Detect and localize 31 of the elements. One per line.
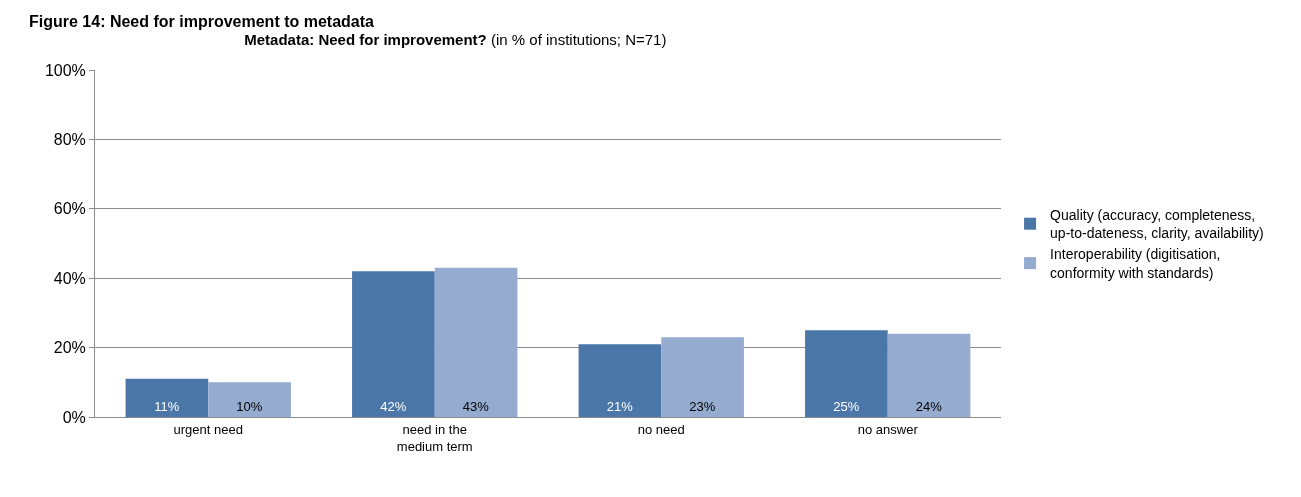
bar (805, 330, 888, 417)
y-tick-label: 100% (44, 61, 86, 79)
x-tick-label: no answer (857, 421, 919, 437)
bar (578, 344, 662, 417)
chart-subtitle: (in % of institutions; N=71) (490, 31, 667, 49)
bar (887, 333, 971, 417)
bar (434, 267, 518, 417)
y-tick-label: 20% (53, 339, 86, 357)
chart-title: Metadata: Need for improvement? (244, 31, 487, 49)
data-label: 10% (236, 399, 263, 414)
data-label: 23% (689, 399, 716, 414)
y-tick-label: 40% (53, 269, 86, 287)
bar (208, 382, 291, 417)
legend-label: Quality (accuracy, completeness, up-to-dateness, clarity, availability) (1050, 207, 1264, 242)
data-label: 25% (833, 399, 860, 414)
y-tick-label: 80% (53, 131, 86, 148)
bar (352, 271, 435, 417)
bar (661, 337, 744, 417)
y-tick-label: 0% (62, 408, 86, 426)
data-label: 43% (462, 399, 490, 414)
data-label: 11% (154, 399, 180, 414)
data-label: 24% (915, 399, 943, 414)
y-tick-label: 60% (53, 200, 86, 218)
x-tick-label: no need (637, 421, 685, 437)
data-label: 21% (606, 399, 634, 414)
x-tick-label: urgent need (173, 421, 243, 437)
legend-label: Interoperability (digitisation, conformity with standards) (1050, 246, 1221, 281)
bar (125, 378, 209, 417)
x-tick-label: need in the medium term (396, 421, 473, 454)
data-label: 42% (380, 399, 407, 414)
caption: Figure 14: Need for improvement to metadata (29, 13, 375, 30)
